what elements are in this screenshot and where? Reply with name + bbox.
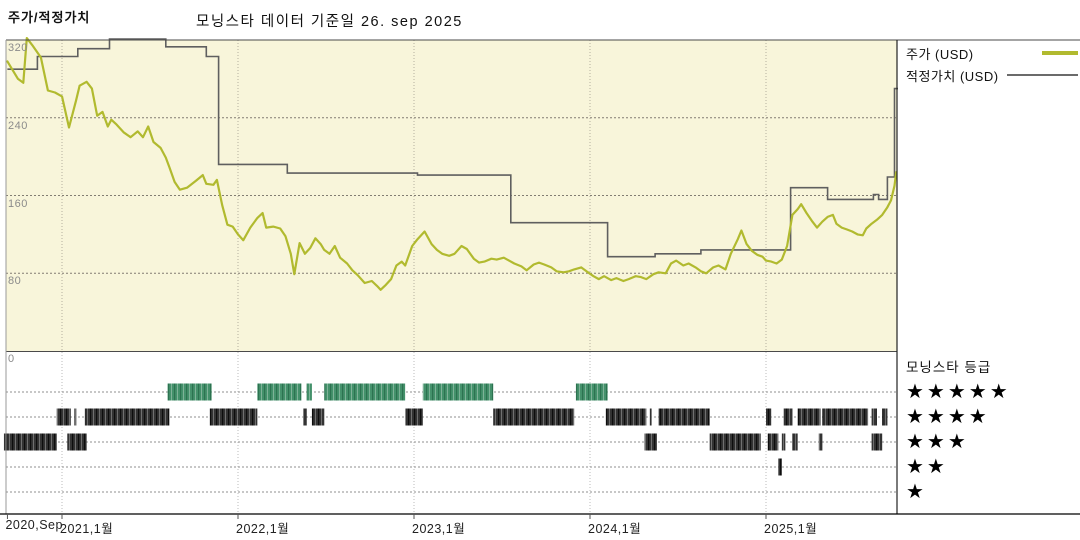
x-axis-tick-label: 2020,Sep [5, 518, 63, 532]
legend-item: 적정가치 (USD) [906, 64, 1078, 86]
x-axis-tick-label: 2022,1월 [236, 522, 290, 536]
rating-strip-4-star [797, 408, 821, 426]
as-of-date-label: 모닝스타 데이터 기준일 26. sep 2025 [196, 14, 463, 30]
x-axis-tick-label: 2023,1월 [412, 522, 466, 536]
x-axis-tick-label: 2025,1월 [764, 522, 818, 536]
rating-row-2-star: ★★ [906, 456, 948, 478]
legend-item: 주가 (USD) [906, 42, 1078, 64]
rating-strip-4-star [303, 408, 307, 426]
rating-strip-4-star [605, 408, 647, 426]
rating-strip-4-star [56, 408, 71, 426]
legend-swatch-line [1006, 74, 1078, 76]
rating-strip-5-star [257, 383, 302, 401]
rating-strip-3-star [767, 433, 779, 451]
x-axis-tick-label: 2024,1월 [588, 522, 642, 536]
rating-row-5-star: ★★★★★ [906, 381, 1011, 403]
rating-strip-4-star [882, 408, 888, 426]
rating-strip-4-star [405, 408, 423, 426]
rating-strip-5-star [575, 383, 608, 401]
rating-star-rows: ★★★★★ ★★★★ ★★★ ★★ ★ [906, 380, 1078, 505]
y-axis-tick-label: 160 [8, 197, 28, 210]
series-legend: 주가 (USD) 적정가치 (USD) [906, 42, 1078, 86]
rating-strip-4-star [871, 408, 877, 426]
rating-strip-4-star [649, 408, 652, 426]
rating-strip-4-star [658, 408, 710, 426]
rating-strip-5-star [167, 383, 212, 401]
legend-swatch-line [1042, 51, 1078, 55]
legend-item-label: 주가 (USD) [906, 46, 974, 62]
rating-strip-4-star [822, 408, 869, 426]
rating-strip-4-star [209, 408, 258, 426]
rating-strip-5-star [324, 383, 406, 401]
y-axis-tick-label: 0 [8, 353, 15, 365]
rating-strip-3-star [644, 433, 657, 451]
rating-strip-5-star [422, 383, 494, 401]
rating-strip-4-star [783, 408, 793, 426]
rating-strip-3-star [818, 433, 823, 451]
rating-legend-title: 모닝스타 등급 [906, 360, 992, 375]
rating-row-4-star: ★★★★ [906, 406, 990, 428]
rating-strip-4-star [766, 408, 772, 426]
rating-strip-3-star [67, 433, 87, 451]
rating-strip-4-star [74, 408, 77, 426]
rating-strip-3-star [3, 433, 57, 451]
rating-strip-3-star [792, 433, 798, 451]
y-axis-tick-label: 320 [8, 42, 28, 54]
y-axis-tick-label: 240 [8, 119, 28, 132]
rating-strip-2-star [778, 458, 782, 476]
rating-row-3-star: ★★★ [906, 431, 969, 453]
legend-item-label: 적정가치 (USD) [906, 68, 999, 84]
fair-value-line [7, 38, 898, 258]
rating-strip-4-star [311, 408, 325, 426]
rating-strip-3-star [709, 433, 761, 451]
rating-strip-4-star [493, 408, 575, 426]
page-title: 주가/적정가치 [8, 10, 91, 25]
x-axis-tick-label: 2021,1월 [60, 522, 114, 536]
rating-row-1-star: ★ [906, 481, 927, 503]
rating-strip-4-star [84, 408, 170, 426]
rating-strip-3-star [781, 433, 786, 451]
y-axis-tick-label: 80 [8, 275, 22, 288]
rating-strip-3-star [871, 433, 883, 451]
price-line [6, 37, 898, 291]
rating-legend: 모닝스타 등급 ★★★★★ ★★★★ ★★★ ★★ ★ [906, 356, 1078, 505]
rating-strip-5-star [306, 383, 312, 401]
